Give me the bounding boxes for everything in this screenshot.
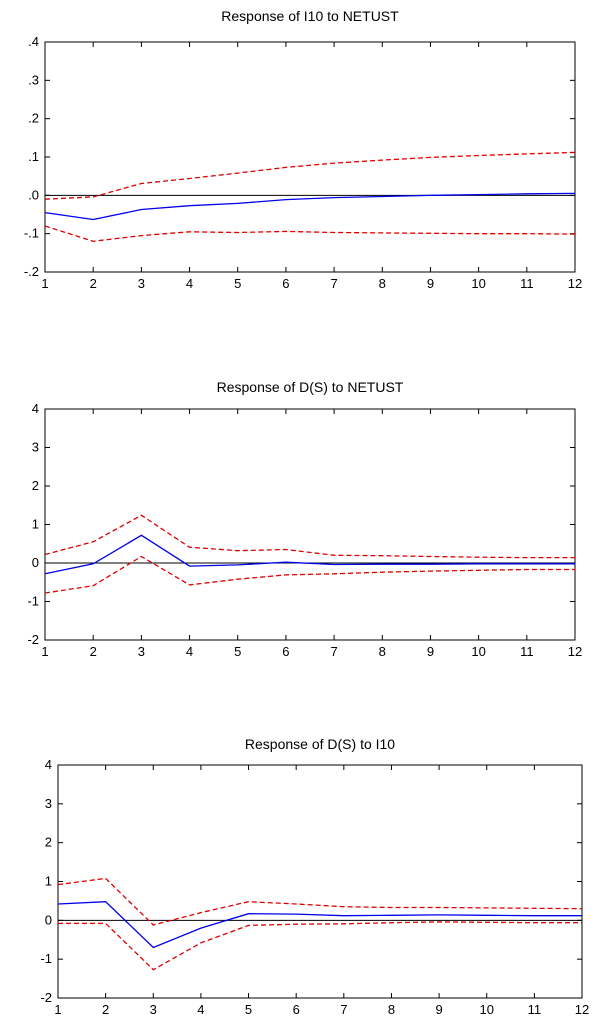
y-tick-label: -2 xyxy=(40,990,52,1005)
x-tick-label: 5 xyxy=(234,276,241,291)
lower-band-line xyxy=(44,555,575,594)
y-tick-label: .2 xyxy=(28,111,39,126)
y-tick-label: -1 xyxy=(27,594,39,609)
y-tick-label: 2 xyxy=(32,478,39,493)
y-tick-label: .1 xyxy=(28,149,39,164)
lower-band-line xyxy=(44,225,576,242)
chart-title: Response of I10 to NETUST xyxy=(221,8,399,24)
x-tick-label: 2 xyxy=(90,644,97,659)
plot-frame xyxy=(44,408,576,641)
chart-panel-1: Response of I10 to NETUST .4 .3 .2 .1 .0 -.1 -.… xyxy=(24,8,582,291)
x-tick-label: 12 xyxy=(568,276,582,291)
x-tick-label: 4 xyxy=(186,276,193,291)
x-tick-label: 3 xyxy=(138,644,145,659)
x-tick-label: 8 xyxy=(388,1002,395,1017)
y-tick-label: 1 xyxy=(32,517,39,532)
lower-band-line xyxy=(58,921,582,971)
y-tick-label: -2 xyxy=(27,632,39,647)
x-tick-label: 2 xyxy=(102,1002,109,1017)
y-tick-label: 0 xyxy=(32,555,39,570)
y-tick-label: 1 xyxy=(45,874,52,889)
x-tick-label: 11 xyxy=(520,644,534,659)
x-tick-label: 8 xyxy=(379,644,386,659)
x-tick-label: 10 xyxy=(471,276,485,291)
x-tick-label: 6 xyxy=(282,644,289,659)
x-tick-label: 12 xyxy=(568,644,582,659)
x-tick-label: 1 xyxy=(41,276,48,291)
x-tick-label: 7 xyxy=(330,276,337,291)
x-tick-label: 3 xyxy=(138,276,145,291)
response-line xyxy=(57,901,582,949)
plot-frame xyxy=(57,764,583,999)
y-tick-label: 0 xyxy=(45,912,52,927)
x-tick-label: 11 xyxy=(520,276,534,291)
x-tick-label: 10 xyxy=(479,1002,493,1017)
y-tick-label: -.1 xyxy=(24,226,39,241)
x-tick-label: 9 xyxy=(435,1002,442,1017)
y-tick-label: 4 xyxy=(45,757,52,772)
y-tick-label: 3 xyxy=(32,440,39,455)
x-tick-label: 4 xyxy=(186,644,193,659)
x-tick-label: 11 xyxy=(528,1002,542,1017)
y-tick-label: -1 xyxy=(40,951,52,966)
x-tick-label: 8 xyxy=(379,276,386,291)
x-tick-label: 5 xyxy=(245,1002,252,1017)
upper-band-line xyxy=(44,151,576,200)
x-tick-label: 10 xyxy=(471,644,485,659)
x-tick-label: 2 xyxy=(90,276,97,291)
x-tick-label: 1 xyxy=(41,644,48,659)
x-tick-label: 7 xyxy=(330,644,337,659)
y-tick-label: .4 xyxy=(28,34,39,49)
upper-band-line xyxy=(44,514,575,559)
y-tick-label: -.2 xyxy=(24,264,39,279)
response-line xyxy=(44,192,576,221)
x-tick-label: 9 xyxy=(427,276,434,291)
y-tick-label: 2 xyxy=(45,835,52,850)
response-line xyxy=(44,534,575,575)
x-tick-label: 7 xyxy=(340,1002,347,1017)
y-tick-label: 4 xyxy=(32,401,39,416)
x-tick-label: 5 xyxy=(234,644,241,659)
x-tick-label: 12 xyxy=(575,1002,589,1017)
x-tick-label: 3 xyxy=(150,1002,157,1017)
x-tick-label: 9 xyxy=(427,644,434,659)
chart-title: Response of D(S) to NETUST xyxy=(217,379,404,395)
upper-band-line xyxy=(57,877,583,926)
chart-title: Response of D(S) to I10 xyxy=(245,736,395,752)
x-tick-label: 6 xyxy=(293,1002,300,1017)
y-tick-label: .3 xyxy=(28,72,39,87)
x-tick-label: 6 xyxy=(282,276,289,291)
x-tick-label: 4 xyxy=(197,1002,204,1017)
y-tick-label: 3 xyxy=(45,796,52,811)
x-tick-label: 1 xyxy=(54,1002,61,1017)
y-tick-label: .0 xyxy=(28,187,39,202)
